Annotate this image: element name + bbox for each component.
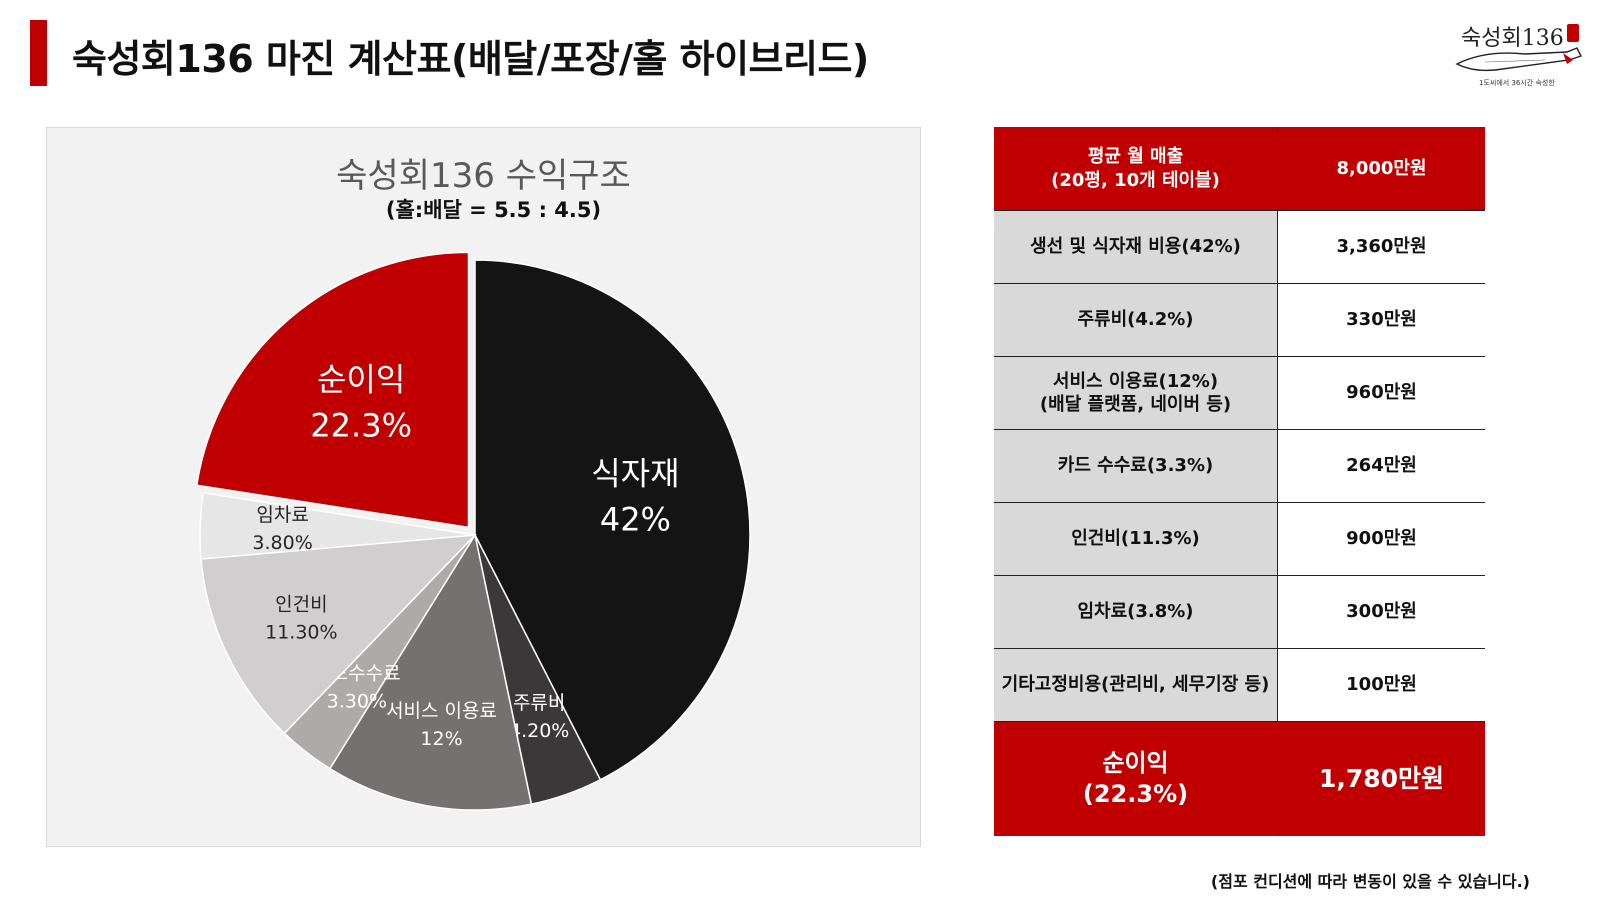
net-profit-value: 1,780만원 [1277, 721, 1485, 836]
row-label: 카드 수수료(3.3%) [994, 429, 1278, 503]
slice-value-label: 3.30% [327, 691, 387, 713]
table-header-row: 평균 월 매출 (20평, 10개 테이블) 8,000만원 [994, 127, 1485, 211]
row-value: 900만원 [1277, 502, 1485, 576]
pie-slice-1 [474, 259, 751, 781]
avg-monthly-sales-label: 평균 월 매출 (20평, 10개 테이블) [994, 127, 1278, 211]
net-profit-label: 순이익 (22.3%) [994, 721, 1278, 836]
chart-title: 숙성회136 수익구조 [336, 156, 631, 196]
table-row: 서비스 이용료(12%) (배달 플랫폼, 네이버 등) 960만원 [994, 356, 1485, 430]
table-row: 생선 및 식자재 비용(42%) 3,360만원 [994, 210, 1485, 284]
row-label: 임차료(3.8%) [994, 575, 1278, 649]
table-row: 기타고정비용(관리비, 세무기장 등) 100만원 [994, 648, 1485, 722]
chart-subtitle: (홀:배달 = 5.5 : 4.5) [385, 198, 602, 222]
net-profit-row: 순이익 (22.3%) 1,780만원 [994, 721, 1485, 836]
row-value: 330만원 [1277, 283, 1485, 357]
row-label: 서비스 이용료(12%) (배달 플랫폼, 네이버 등) [994, 356, 1278, 430]
slice-value-label: 3.80% [252, 532, 312, 554]
row-label: 생선 및 식자재 비용(42%) [994, 210, 1278, 284]
slice-value-label: 42% [600, 501, 671, 539]
slice-name-label: 식자재 [591, 455, 679, 493]
slice-name-label: 순이익 [317, 360, 405, 398]
avg-monthly-sales-value: 8,000만원 [1277, 127, 1485, 211]
brand-logo: 숙성회136 1도씨에서 36시간 숙성한 [1455, 18, 1587, 88]
footnote: (점포 컨디션에 따라 변동이 있을 수 있습니다.) [1210, 872, 1530, 891]
seal-stamp-icon [1567, 24, 1579, 42]
slice-name-label: 임차료 [256, 504, 308, 526]
slice-name-label: 주류비 [513, 692, 565, 714]
table-row: 카드 수수료(3.3%) 264만원 [994, 429, 1485, 503]
row-value: 300만원 [1277, 575, 1485, 649]
page-title: 숙성회136 마진 계산표(배달/포장/홀 하이브리드) [72, 37, 869, 81]
slice-value-label: 22.3% [310, 406, 412, 444]
pie-slice-5 [200, 534, 477, 735]
row-value: 264만원 [1277, 429, 1485, 503]
pie-slice-6 [199, 491, 476, 560]
title-accent-bar [30, 20, 47, 86]
slice-value-label: 12% [420, 728, 462, 750]
table-row: 인건비(11.3%) 900만원 [994, 502, 1485, 576]
slice-value-label: 11.30% [265, 622, 337, 644]
table-row: 주류비(4.2%) 330만원 [994, 283, 1485, 357]
row-value: 100만원 [1277, 648, 1485, 722]
pie-slice-7 [195, 251, 470, 529]
row-label: 인건비(11.3%) [994, 502, 1278, 576]
logo-tagline: 1도씨에서 36시간 숙성한 [1479, 79, 1555, 87]
slice-name-label: 인건비 [275, 594, 327, 616]
fish-knife-icon [1455, 47, 1582, 72]
row-value: 3,360만원 [1277, 210, 1485, 284]
row-value: 960만원 [1277, 356, 1485, 430]
table-row: 임차료(3.8%) 300만원 [994, 575, 1485, 649]
margin-table: 평균 월 매출 (20평, 10개 테이블) 8,000만원 생선 및 식자재 … [994, 127, 1485, 836]
pie-slice-3 [328, 533, 533, 811]
slice-name-label: 서비스 이용료 [386, 700, 497, 722]
slice-value-label: 4.20% [509, 720, 569, 742]
row-label: 주류비(4.2%) [994, 283, 1278, 357]
profit-structure-chart: 숙성회136 수익구조 (홀:배달 = 5.5 : 4.5) 식자재 42% 주류비… [46, 127, 921, 847]
logo-name: 숙성회136 [1461, 26, 1564, 51]
row-label: 기타고정비용(관리비, 세무기장 등) [994, 648, 1278, 722]
